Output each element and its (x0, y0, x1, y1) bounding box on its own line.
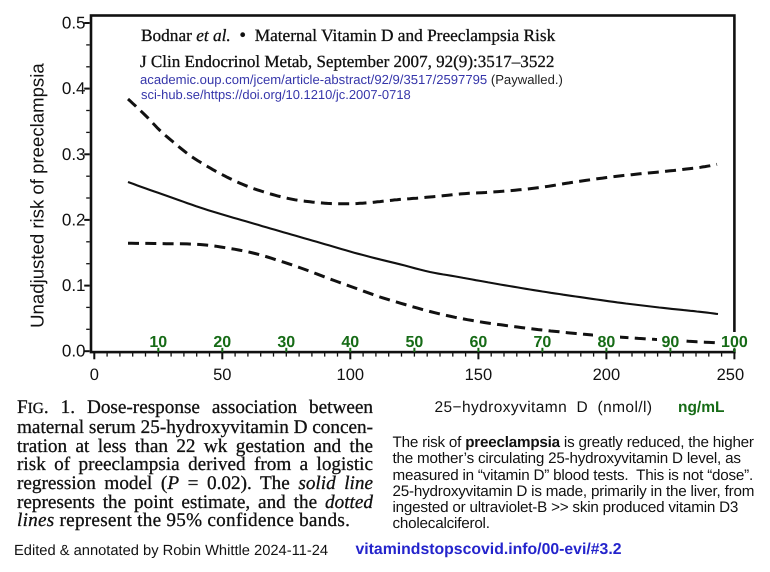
svg-text:70: 70 (534, 334, 552, 351)
svg-text:100: 100 (721, 334, 748, 351)
svg-text:Unadjusted risk of preeclampsi: Unadjusted risk of preeclampsia (26, 63, 47, 328)
svg-text:90: 90 (662, 334, 680, 351)
svg-text:0.2: 0.2 (62, 210, 86, 229)
svg-text:0.4: 0.4 (62, 79, 86, 98)
svg-text:60: 60 (470, 334, 488, 351)
svg-text:250: 250 (717, 366, 745, 384)
svg-text:40: 40 (341, 334, 359, 351)
svg-text:0.0: 0.0 (62, 342, 86, 361)
svg-text:0: 0 (90, 366, 99, 384)
svg-text:50: 50 (213, 366, 231, 384)
svg-text:0.1: 0.1 (62, 276, 86, 295)
svg-text:10: 10 (149, 334, 167, 351)
svg-text:0.5: 0.5 (62, 14, 86, 33)
svg-text:50: 50 (406, 334, 424, 351)
svg-text:150: 150 (465, 366, 493, 384)
svg-text:80: 80 (598, 334, 616, 351)
svg-text:100: 100 (337, 366, 365, 384)
svg-text:20: 20 (213, 334, 231, 351)
svg-text:30: 30 (277, 334, 295, 351)
svg-text:200: 200 (593, 366, 621, 384)
svg-text:0.3: 0.3 (62, 145, 86, 164)
